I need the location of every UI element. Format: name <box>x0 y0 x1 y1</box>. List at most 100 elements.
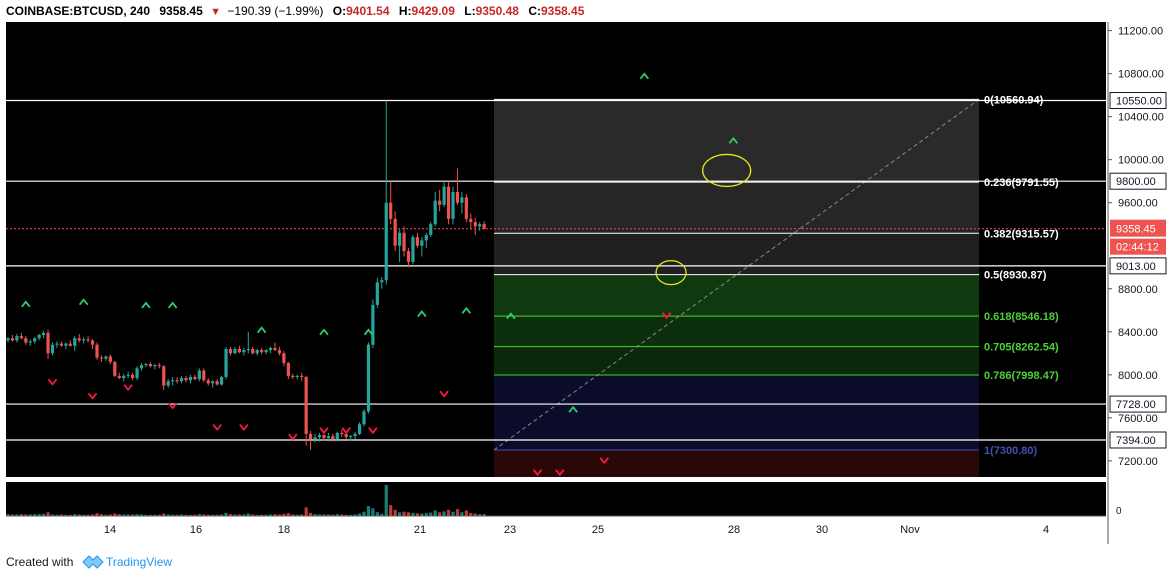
candle-body <box>166 381 170 386</box>
volume-bar <box>482 514 486 516</box>
volume-bar <box>398 512 402 516</box>
candle-body <box>211 381 215 384</box>
tradingview-brand[interactable]: TradingView <box>106 555 173 569</box>
volume-bar <box>33 514 37 516</box>
candle-body <box>451 191 455 219</box>
buy-signal-icon <box>639 72 650 80</box>
candle-body <box>380 280 384 283</box>
x-tick-label: Nov <box>900 524 920 536</box>
candle-body <box>282 353 286 363</box>
candle-body <box>28 341 32 343</box>
fib-level-label: 0.5(8930.87) <box>984 270 1047 282</box>
sell-signal-icon <box>599 457 610 465</box>
volume-bar <box>99 514 104 516</box>
candle-body <box>197 370 201 380</box>
y-tick-label: 11200.00 <box>1118 26 1163 38</box>
volume-bar <box>126 514 130 516</box>
volume-bar <box>215 514 219 516</box>
sell-signal-icon <box>555 469 565 477</box>
candle-body <box>406 251 411 262</box>
volume-bar <box>68 514 72 516</box>
volume-bar <box>59 514 63 516</box>
volume-bar <box>184 514 188 516</box>
candle-body <box>10 338 15 341</box>
candle-body <box>153 365 157 367</box>
candle-body <box>246 348 250 351</box>
candle-body <box>148 364 152 367</box>
volume-bar <box>464 510 468 516</box>
high-key: H: <box>398 4 412 18</box>
candle-body <box>251 348 255 354</box>
level-price-tag <box>1109 395 1167 413</box>
candle-body <box>446 186 451 219</box>
volume-bar <box>389 505 393 516</box>
candle-body <box>255 350 259 354</box>
price-chart[interactable]: 0(10560.94) 0.236(9791.55) 0.382(9315.57) 0… <box>0 22 1174 548</box>
fib-level-label: 0.786(7998.47) <box>984 370 1059 382</box>
volume-bar <box>246 513 250 516</box>
level-price-tag-label: 7728.00 <box>1116 399 1156 411</box>
candle-body <box>117 375 121 379</box>
volume-bar <box>291 514 295 516</box>
volume-bar <box>313 514 317 516</box>
candle-body <box>411 237 415 262</box>
volume-bar <box>193 514 197 516</box>
volume-bar <box>478 514 482 516</box>
buy-signal-icon <box>21 300 31 308</box>
candle-body <box>340 432 344 434</box>
candle-body <box>268 347 273 351</box>
volume-bar <box>117 514 121 516</box>
volume-bar <box>206 514 210 516</box>
candle-body <box>171 380 175 382</box>
sell-signal-icon <box>123 384 133 392</box>
volume-bar <box>411 512 415 516</box>
buy-signal-icon <box>417 310 427 318</box>
volume-bar <box>317 514 322 516</box>
candle-body <box>273 347 277 351</box>
volume-bar <box>429 512 433 516</box>
buy-signal-icon <box>461 306 472 314</box>
candle-body <box>317 435 322 438</box>
x-tick-label: 28 <box>728 524 740 536</box>
candle-body <box>55 343 59 345</box>
candle-body <box>215 381 219 385</box>
buy-signal-icon <box>141 301 151 309</box>
sell-signal-icon <box>239 423 249 431</box>
volume-bar <box>157 514 161 516</box>
candle-body <box>68 343 72 346</box>
volume-bar <box>286 513 290 516</box>
candle-body <box>375 282 379 305</box>
candle-body <box>353 433 357 437</box>
candle-body <box>478 224 482 227</box>
volume-bar <box>82 514 86 516</box>
candle-body <box>122 375 126 379</box>
volume-bar <box>438 512 442 516</box>
volume-bar <box>228 514 233 516</box>
close-value: 9358.45 <box>540 4 585 18</box>
volume-bar <box>211 514 215 516</box>
y-tick-label: 10400.00 <box>1118 112 1164 124</box>
fib-level-label: 0.382(9315.57) <box>984 228 1059 240</box>
countdown-tag <box>1110 238 1166 255</box>
high-value: 9429.09 <box>411 4 455 18</box>
candle-body <box>384 202 388 281</box>
candle-body <box>349 436 353 438</box>
candle-body <box>242 350 246 353</box>
candle-body <box>193 376 197 380</box>
volume-bar <box>95 513 99 516</box>
open-value: 9401.54 <box>346 4 390 18</box>
volume-bar <box>135 514 139 516</box>
volume-bar <box>393 509 397 516</box>
fib-zone <box>494 274 979 317</box>
volume-bar <box>473 513 477 516</box>
candle-body <box>469 218 473 223</box>
sell-signal-icon <box>212 423 222 431</box>
volume-bar <box>197 514 201 516</box>
candle-body <box>144 364 148 366</box>
volume-bar <box>442 511 446 516</box>
candle-body <box>6 338 10 341</box>
volume-bar <box>357 513 362 516</box>
candle-body <box>179 378 184 382</box>
volume-bar <box>19 514 23 516</box>
y-tick-label: 10800.00 <box>1118 69 1164 81</box>
